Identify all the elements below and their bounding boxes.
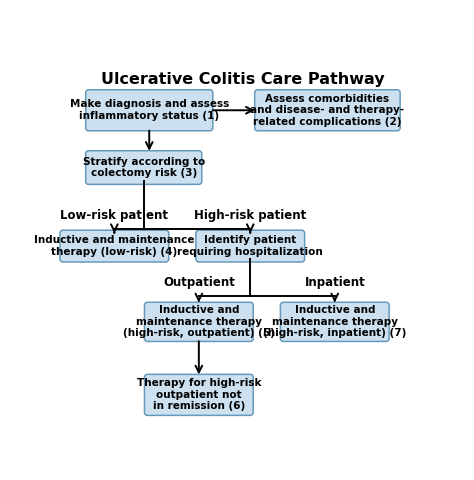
FancyBboxPatch shape — [281, 302, 389, 341]
Text: Make diagnosis and assess
inflammatory status (1): Make diagnosis and assess inflammatory s… — [70, 99, 229, 121]
Text: Inductive and maintenance
therapy (low-risk) (4): Inductive and maintenance therapy (low-r… — [34, 235, 195, 257]
FancyBboxPatch shape — [86, 151, 202, 184]
Text: Inductive and
maintenance therapy
(high-risk, inpatient) (7): Inductive and maintenance therapy (high-… — [263, 305, 406, 338]
Text: Ulcerative Colitis Care Pathway: Ulcerative Colitis Care Pathway — [101, 72, 385, 87]
Text: Low-risk patient: Low-risk patient — [60, 209, 168, 222]
FancyBboxPatch shape — [86, 90, 213, 131]
Text: Outpatient: Outpatient — [163, 276, 235, 289]
Text: Identify patient
requiring hospitalization: Identify patient requiring hospitalizati… — [177, 235, 323, 257]
FancyBboxPatch shape — [60, 230, 169, 262]
FancyBboxPatch shape — [255, 90, 400, 131]
FancyBboxPatch shape — [196, 230, 305, 262]
Text: Inductive and
maintenance therapy
(high-risk, outpatient) (5): Inductive and maintenance therapy (high-… — [123, 305, 275, 338]
Text: High-risk patient: High-risk patient — [194, 209, 306, 222]
Text: Stratify according to
colectomy risk (3): Stratify according to colectomy risk (3) — [82, 157, 205, 179]
Text: Therapy for high-risk
outpatient not
in remission (6): Therapy for high-risk outpatient not in … — [137, 378, 261, 411]
FancyBboxPatch shape — [145, 374, 253, 415]
Text: Assess comorbidities
and disease- and therapy-
related complications (2): Assess comorbidities and disease- and th… — [250, 94, 404, 127]
FancyBboxPatch shape — [145, 302, 253, 341]
Text: Inpatient: Inpatient — [304, 276, 365, 289]
